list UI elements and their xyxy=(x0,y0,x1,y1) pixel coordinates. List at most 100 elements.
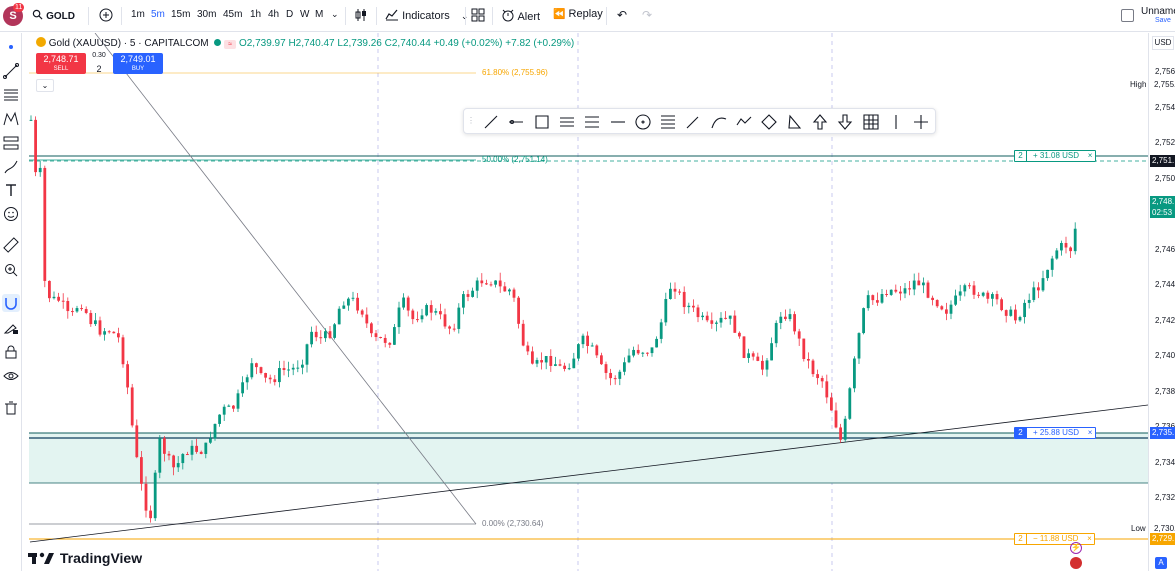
templates-button[interactable] xyxy=(471,8,485,25)
timeframe-4h[interactable]: 4h xyxy=(268,9,280,20)
alert-icon xyxy=(502,9,514,22)
triangle-icon[interactable] xyxy=(786,113,804,131)
entry-position-label[interactable]: 2 + 25.88 USD × xyxy=(1014,427,1097,439)
symbol-search[interactable]: GOLD xyxy=(32,9,75,22)
timeframe-15m[interactable]: 15m xyxy=(171,9,191,20)
buy-button[interactable]: 2,749.01 BUY xyxy=(113,53,163,74)
regression-icon[interactable] xyxy=(583,113,601,131)
fib-levels-icon[interactable] xyxy=(659,113,677,131)
order-qty[interactable]: 2 xyxy=(96,64,102,74)
brush-icon[interactable] xyxy=(684,113,702,131)
sl-position-label[interactable]: 2 − 11.88 USD × xyxy=(1014,533,1096,545)
candle-body xyxy=(876,300,879,303)
timeframe-30m[interactable]: 30m xyxy=(197,9,217,20)
magnet-button[interactable] xyxy=(2,294,20,312)
buy-price: 2,749.01 xyxy=(120,54,156,64)
candle-body xyxy=(429,305,433,313)
text-button[interactable] xyxy=(2,181,20,199)
trendline-icon[interactable] xyxy=(482,113,500,131)
timeframe-W[interactable]: W xyxy=(300,9,310,20)
auto-scale-button[interactable]: A xyxy=(1155,557,1167,569)
fib-button[interactable] xyxy=(2,86,20,104)
timeframe-5m[interactable]: 5m xyxy=(151,9,165,20)
path-icon[interactable] xyxy=(760,113,778,131)
lightning-icon[interactable]: ⚡ xyxy=(1070,542,1082,554)
hide-all-button[interactable] xyxy=(2,367,20,385)
brush-button[interactable] xyxy=(2,158,20,176)
timeframe-1h[interactable]: 1h xyxy=(250,9,262,20)
add-symbol-button[interactable] xyxy=(99,8,113,25)
trendline-button[interactable] xyxy=(2,62,20,80)
arrow-down-icon[interactable] xyxy=(836,113,854,131)
crosshair-icon[interactable] xyxy=(912,113,930,131)
candle-body xyxy=(1046,269,1049,279)
lock-all-button[interactable] xyxy=(2,343,20,361)
close-icon[interactable]: × xyxy=(1087,428,1093,437)
horizontal-line-icon[interactable] xyxy=(609,113,627,131)
candle-body xyxy=(521,323,525,346)
candle-body xyxy=(825,381,829,398)
candle-body xyxy=(807,358,810,361)
remove-drawings-button[interactable] xyxy=(2,399,20,417)
pattern-button[interactable] xyxy=(2,110,20,128)
layout-checkbox[interactable] xyxy=(1121,9,1134,22)
timeframe-1m[interactable]: 1m xyxy=(131,9,145,20)
candle-body xyxy=(1004,310,1008,316)
undo-button[interactable]: ↶ xyxy=(617,8,627,22)
price-axis[interactable] xyxy=(1148,33,1175,571)
stay-drawing-button[interactable] xyxy=(2,318,20,336)
timeframe-M[interactable]: M xyxy=(315,9,324,20)
grid-icon[interactable] xyxy=(862,113,880,131)
curve-icon[interactable] xyxy=(710,113,728,131)
indicators-button[interactable]: Indicators ⌄ xyxy=(385,8,468,22)
layout-name[interactable]: Unname xyxy=(1141,6,1175,17)
price-tick: 2,744. xyxy=(1155,280,1175,289)
price-tick: 2,738. xyxy=(1155,386,1175,396)
timeframe-D[interactable]: D xyxy=(286,9,294,20)
vertical-line-icon[interactable] xyxy=(887,113,905,131)
chart-type-button[interactable] xyxy=(354,8,368,25)
circle-icon[interactable] xyxy=(634,113,652,131)
rectangle-icon[interactable] xyxy=(533,113,551,131)
candle-body xyxy=(692,305,695,308)
flag-icon[interactable] xyxy=(1070,557,1082,569)
zoom-button[interactable] xyxy=(2,261,20,279)
candle-body xyxy=(121,337,125,365)
emoji-button[interactable] xyxy=(2,205,20,223)
currency-selector[interactable]: USD xyxy=(1152,36,1174,50)
candle-body xyxy=(84,309,88,313)
price-chart[interactable] xyxy=(0,33,1148,571)
replay-button[interactable]: ⏪ Replay xyxy=(553,8,603,20)
alert-button[interactable]: Alert xyxy=(501,8,540,23)
candle-body xyxy=(880,294,884,303)
polyline-icon[interactable] xyxy=(735,113,753,131)
parallel-channel-icon[interactable] xyxy=(558,113,576,131)
arrow-up-icon[interactable] xyxy=(811,113,829,131)
candle-body xyxy=(250,363,254,378)
candle-body xyxy=(379,337,382,339)
candle-body xyxy=(558,364,562,366)
candle-body xyxy=(866,295,870,309)
collapse-legend-button[interactable]: ⌄ xyxy=(36,79,54,92)
timeframe-45m[interactable]: 45m xyxy=(223,9,243,20)
timeframe-dropdown[interactable]: ⌄ xyxy=(331,9,339,19)
candles xyxy=(29,115,1077,523)
crosshair-button[interactable] xyxy=(2,38,20,56)
ray-icon[interactable] xyxy=(507,113,525,131)
redo-button[interactable]: ↷ xyxy=(642,8,652,22)
drag-handle-icon[interactable]: ⋮ xyxy=(467,116,475,125)
tp-position-label[interactable]: 2 + 31.08 USD × xyxy=(1014,150,1097,162)
save-button[interactable]: Save xyxy=(1155,17,1171,24)
candle-body xyxy=(963,285,967,292)
pattern-icon xyxy=(3,111,19,126)
close-icon[interactable]: × xyxy=(1087,534,1092,543)
candle-body xyxy=(163,438,166,454)
close-icon[interactable]: × xyxy=(1087,151,1093,160)
candle-body xyxy=(135,425,139,458)
sell-button[interactable]: 2,748.71 SELL xyxy=(36,53,86,74)
ruler-button[interactable] xyxy=(2,236,20,254)
candle-body xyxy=(480,280,484,284)
prediction-button[interactable] xyxy=(2,134,20,152)
candle-body xyxy=(857,333,861,359)
candle-body xyxy=(52,296,56,299)
